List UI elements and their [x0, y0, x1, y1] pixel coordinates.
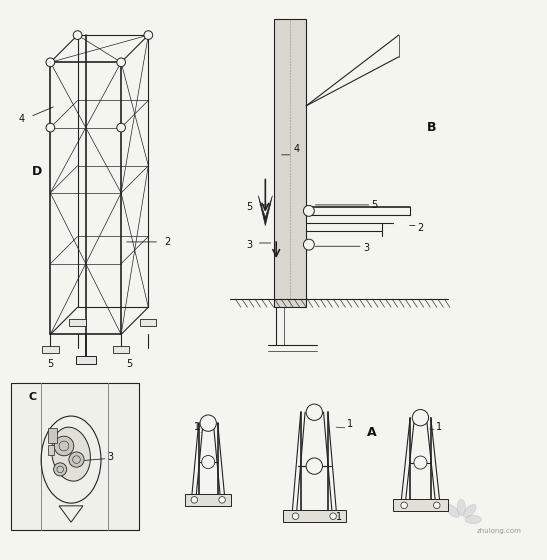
Circle shape: [144, 31, 153, 39]
Circle shape: [434, 502, 440, 508]
Ellipse shape: [457, 500, 465, 516]
Ellipse shape: [465, 515, 481, 524]
Ellipse shape: [52, 427, 90, 481]
Text: 4: 4: [19, 114, 25, 124]
Ellipse shape: [446, 505, 459, 517]
Bar: [76, 356, 96, 365]
Bar: [42, 347, 59, 353]
Circle shape: [54, 436, 74, 456]
Circle shape: [73, 31, 82, 39]
Text: 1: 1: [194, 422, 200, 432]
Bar: [185, 494, 231, 506]
Circle shape: [330, 513, 336, 520]
Bar: [48, 428, 57, 444]
Text: 2: 2: [164, 237, 171, 247]
Text: 5: 5: [371, 200, 377, 210]
Text: 1: 1: [347, 419, 353, 429]
Bar: [283, 510, 346, 522]
Circle shape: [202, 455, 215, 469]
Bar: [48, 445, 54, 455]
Circle shape: [401, 502, 408, 508]
Text: 5: 5: [47, 360, 54, 370]
Text: D: D: [32, 165, 42, 178]
Circle shape: [69, 452, 84, 467]
Ellipse shape: [463, 505, 476, 517]
Circle shape: [304, 206, 315, 216]
Text: 3: 3: [363, 244, 369, 254]
Text: zhulong.com: zhulong.com: [477, 529, 522, 534]
Bar: [393, 500, 447, 511]
Bar: [140, 319, 156, 326]
Text: 2: 2: [417, 223, 423, 234]
Circle shape: [412, 409, 429, 426]
Text: 1: 1: [336, 512, 342, 522]
Circle shape: [46, 123, 55, 132]
Circle shape: [306, 458, 323, 474]
Circle shape: [117, 58, 125, 67]
Circle shape: [191, 497, 197, 503]
Text: 5: 5: [126, 360, 132, 370]
Text: 1: 1: [437, 422, 443, 432]
Circle shape: [306, 404, 323, 421]
Circle shape: [308, 460, 321, 473]
Circle shape: [46, 58, 55, 67]
Circle shape: [414, 456, 427, 469]
Bar: [69, 319, 86, 326]
Text: 3: 3: [246, 240, 252, 250]
Text: A: A: [366, 426, 376, 439]
Circle shape: [219, 497, 225, 503]
Bar: [113, 347, 129, 353]
Text: 3: 3: [107, 452, 113, 462]
Polygon shape: [258, 195, 272, 226]
Circle shape: [54, 463, 67, 476]
Circle shape: [292, 513, 299, 520]
Bar: [11, 384, 139, 530]
Bar: [274, 19, 306, 307]
Text: B: B: [427, 121, 436, 134]
Circle shape: [200, 415, 217, 431]
Text: C: C: [28, 392, 37, 402]
Circle shape: [304, 239, 315, 250]
Text: 5: 5: [246, 202, 252, 212]
Text: 4: 4: [294, 144, 300, 155]
Circle shape: [117, 123, 125, 132]
